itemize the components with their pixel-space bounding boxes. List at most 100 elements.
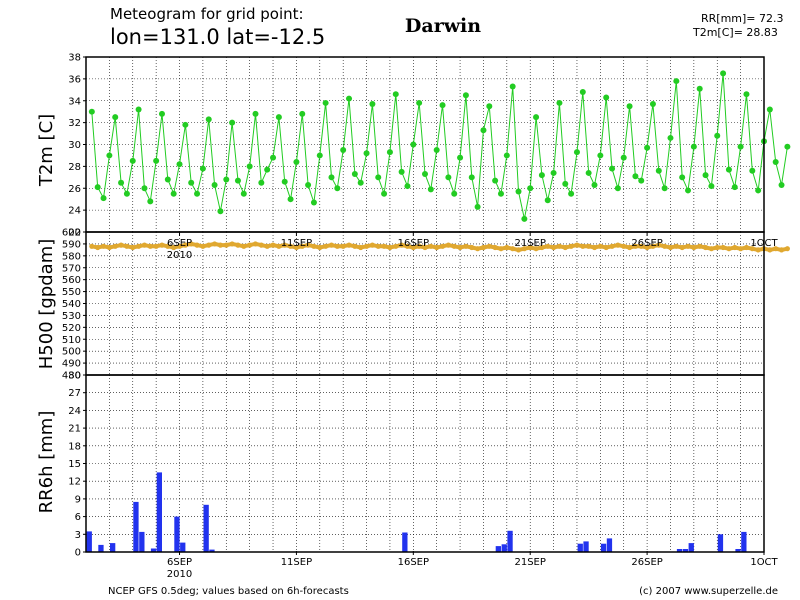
- h500-point: [323, 243, 329, 249]
- x-tick-label: 11SEP: [281, 238, 312, 249]
- t2m-point: [123, 190, 130, 197]
- t2m-point: [614, 185, 621, 192]
- h500-point: [282, 242, 288, 248]
- h500-point: [591, 244, 598, 251]
- x-year-label: 2010: [167, 250, 192, 261]
- rr6h-bar: [583, 541, 589, 552]
- t2m-point: [386, 149, 393, 156]
- title-line2: lon=131.0 lat=-12.5: [110, 25, 325, 49]
- h500-point: [136, 243, 142, 249]
- panel-t2m: 22 24 26 28 30 32 34 36 38 T2m [C]: [36, 53, 791, 239]
- h500-point: [264, 243, 270, 249]
- t2m-point: [112, 114, 119, 121]
- t2m-point: [474, 203, 481, 210]
- t2m-point: [158, 110, 165, 117]
- h500-point: [153, 243, 159, 249]
- h500-point: [720, 244, 726, 251]
- rr6h-bar: [495, 546, 501, 552]
- t2m-point: [416, 99, 423, 106]
- h500-point: [527, 244, 533, 251]
- y-tick-label: 590: [62, 239, 81, 250]
- x-tick-label: 21SEP: [514, 557, 545, 568]
- t2m-point: [457, 154, 464, 161]
- t2m-point: [433, 146, 440, 153]
- h500-point: [247, 242, 253, 248]
- h500-point: [293, 244, 300, 251]
- summary-t2m: T2m[C]= 28.83: [692, 26, 778, 39]
- y-tick-label: 34: [68, 96, 81, 107]
- h500-point: [176, 243, 183, 249]
- rr6h-bar: [180, 542, 186, 552]
- summary-rr: RR[mm]= 72.3: [701, 12, 784, 25]
- t2m-point: [240, 190, 247, 197]
- h500-point: [217, 242, 224, 248]
- rr6h-bar: [688, 543, 694, 552]
- h500-point: [644, 244, 650, 251]
- rr6h-bar: [203, 504, 209, 552]
- t2m-point: [398, 168, 405, 175]
- h500-point: [732, 244, 738, 251]
- t2m-point: [287, 196, 294, 203]
- y-tick-label: 490: [62, 359, 81, 370]
- x-tick-label: 6SEP: [167, 557, 192, 568]
- rr6h-bar: [110, 543, 116, 552]
- t2m-point: [690, 143, 697, 150]
- h500-point: [451, 243, 457, 249]
- t2m-point: [632, 173, 639, 180]
- t2m-point: [597, 152, 604, 159]
- t2m-point: [661, 185, 668, 192]
- rr6h-bar: [139, 531, 145, 552]
- rr6h-bar: [156, 472, 162, 552]
- t2m-point: [252, 110, 259, 117]
- t2m-point: [176, 161, 183, 168]
- h500-point: [416, 243, 422, 249]
- h500-point: [638, 243, 644, 249]
- t2m-point: [638, 177, 645, 184]
- t2m-point: [755, 187, 762, 194]
- h500-point: [463, 243, 469, 249]
- y-tick-label: 12: [68, 477, 81, 488]
- y-tick-label: 480: [62, 371, 81, 382]
- rr6h-bar: [676, 549, 683, 552]
- y-axis-label: H500 [gpdam]: [36, 239, 57, 370]
- h500-point: [726, 246, 732, 252]
- x-tick-label: 11SEP: [281, 557, 312, 568]
- t2m-point: [486, 103, 493, 110]
- y-tick-label: 3: [75, 530, 81, 541]
- h500-point: [778, 247, 785, 253]
- x-tick-label: 26SEP: [631, 557, 662, 568]
- t2m-point: [334, 185, 341, 192]
- y-tick-label: 0: [75, 548, 81, 559]
- h500-point: [352, 243, 358, 249]
- h500-point: [650, 243, 656, 249]
- h500-point: [241, 243, 247, 249]
- h500-point: [258, 242, 264, 248]
- t2m-point: [310, 199, 317, 206]
- x-tick-label: 16SEP: [398, 557, 429, 568]
- t2m-point: [784, 143, 791, 150]
- h500-point: [439, 243, 446, 249]
- t2m-point: [696, 85, 703, 92]
- h500-point: [469, 244, 475, 251]
- h500-point: [363, 243, 370, 249]
- t2m-point: [544, 197, 551, 204]
- h500-point: [685, 243, 691, 249]
- t2m-point: [316, 152, 323, 159]
- t2m-point: [562, 180, 569, 187]
- x-tick-label: 6SEP: [167, 238, 192, 249]
- h500-point: [480, 244, 487, 251]
- y-tick-label: 30: [68, 371, 81, 382]
- h500-point: [124, 243, 130, 249]
- h500-point: [399, 242, 405, 248]
- h500-point: [492, 244, 498, 251]
- h500-point: [106, 244, 112, 251]
- t2m-point: [538, 172, 545, 179]
- t2m-point: [743, 91, 750, 98]
- y-tick-label: 6: [75, 512, 81, 523]
- t2m-point: [322, 99, 329, 106]
- t2m-point: [170, 190, 177, 197]
- h500-point: [486, 243, 492, 249]
- t2m-point: [527, 185, 534, 192]
- h500-point: [358, 244, 364, 251]
